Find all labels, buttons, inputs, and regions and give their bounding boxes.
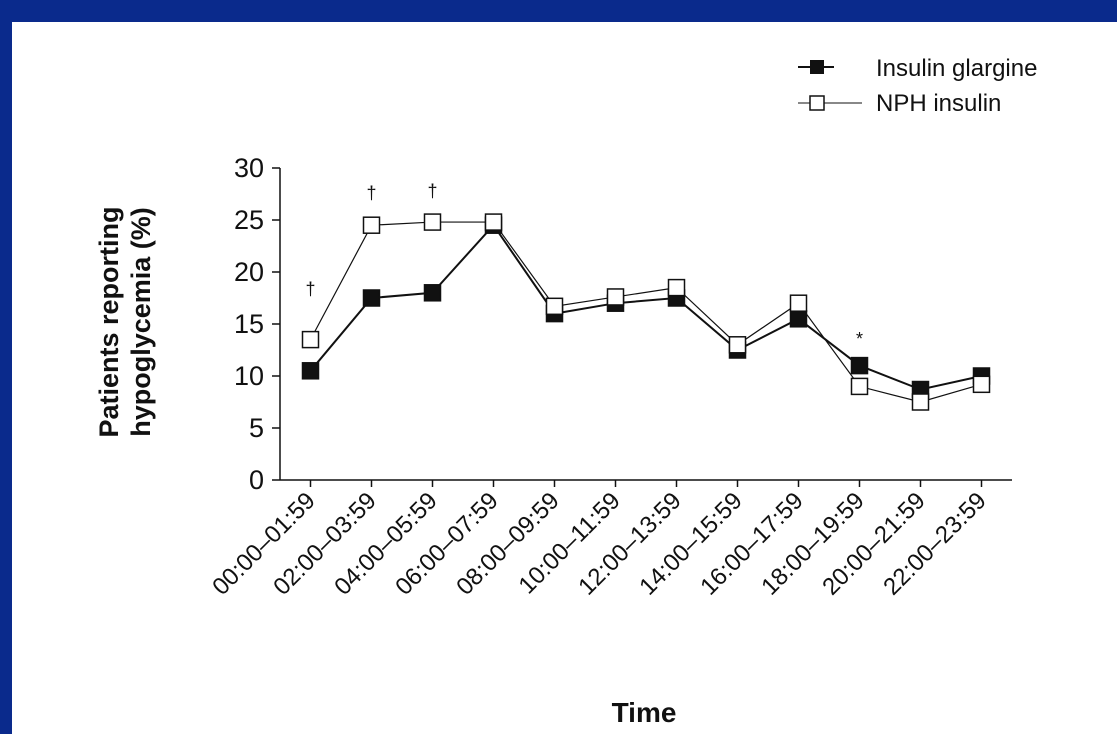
data-point-glargine (301, 362, 320, 380)
y-tick-label: 5 (249, 413, 264, 443)
y-tick-label: 30 (234, 153, 264, 183)
legend-label-glargine: Insulin glargine (876, 55, 1037, 82)
data-point-nph (362, 216, 381, 234)
y-tick-label: 15 (234, 309, 264, 339)
legend-item-nph: NPH insulin (798, 90, 1001, 117)
annotation-layer: † † † * (305, 181, 863, 349)
y-tick-label: 10 (234, 361, 264, 391)
y-axis-label-line-1: Patients reporting (94, 206, 124, 437)
data-point-nph (667, 278, 686, 297)
significance-marker: * (856, 329, 863, 349)
series-line-nph (309, 221, 982, 403)
data-point-nph (789, 294, 808, 312)
data-point-nph (728, 336, 747, 354)
y-tick-label: 0 (249, 465, 264, 495)
axes: 05101520253000:00–01:5902:00–03:5904:00–… (207, 153, 1012, 601)
data-point-glargine (789, 310, 808, 328)
x-axis-label: Time (612, 697, 677, 728)
significance-marker: † (366, 183, 376, 203)
data-point-nph (911, 393, 930, 411)
legend: Insulin glargine NPH insulin (798, 55, 1037, 117)
y-axis-label: Patients reporting hypoglycemia (%) (94, 206, 156, 437)
series-layer (301, 213, 991, 411)
data-point-nph (423, 213, 442, 231)
significance-marker: † (305, 279, 315, 299)
series-line-glargine (309, 223, 982, 391)
data-point-glargine (423, 284, 442, 302)
y-tick-label: 20 (234, 257, 264, 287)
y-tick-label: 25 (234, 205, 264, 235)
hypoglycemia-line-chart: Insulin glargine NPH insulin Patients re… (94, 55, 1037, 728)
data-point-nph (972, 375, 991, 394)
significance-marker: † (427, 181, 437, 201)
data-point-glargine (850, 356, 869, 375)
y-axis-label-line-2: hypoglycemia (%) (126, 207, 156, 437)
legend-item-glargine: Insulin glargine (798, 55, 1037, 82)
data-point-nph (545, 297, 564, 316)
data-point-nph (484, 213, 503, 231)
slide-panel: Insulin glargine NPH insulin Patients re… (12, 22, 1117, 734)
data-point-nph (301, 330, 320, 349)
data-point-nph (850, 377, 869, 396)
data-point-glargine (362, 289, 381, 307)
legend-label-nph: NPH insulin (876, 90, 1001, 117)
data-point-nph (606, 288, 625, 306)
